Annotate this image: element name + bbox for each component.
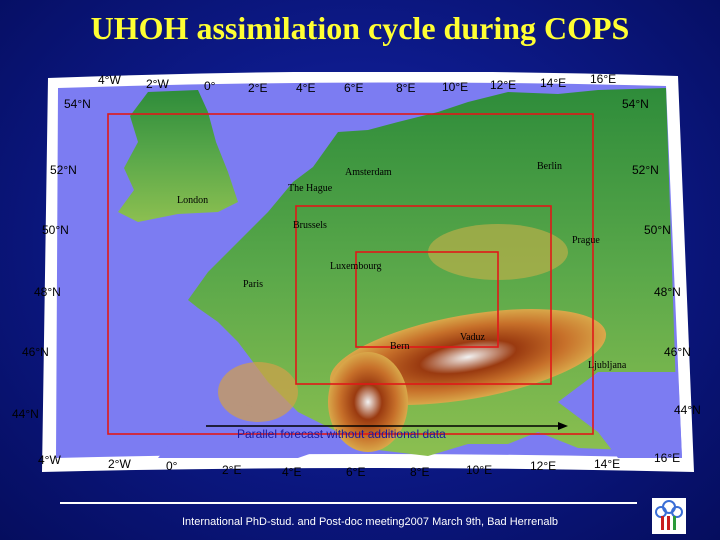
- massif-central: [218, 362, 298, 422]
- lon-label-top: 10°E: [442, 80, 468, 94]
- domain-inner-box: [355, 251, 499, 348]
- map-svg: 4°W 2°W 0° 2°E 4°E 6°E 8°E 10°E 12°E 14°…: [38, 72, 694, 478]
- lon-label-bottom: 4°E: [282, 465, 301, 478]
- adriatic-sea: [558, 372, 682, 458]
- lon-label-bottom: 0°: [166, 459, 178, 473]
- lon-label-top: 8°E: [396, 81, 415, 95]
- lon-label-top: 12°E: [490, 78, 516, 92]
- lat-label-left: 44°N: [12, 407, 39, 421]
- domain-outer-box: [107, 113, 594, 435]
- mediterranean-sea: [158, 402, 338, 458]
- domain-middle-box: [295, 205, 552, 385]
- institute-logo: [652, 498, 686, 534]
- lon-label-top: 2°W: [146, 77, 169, 91]
- forecast-arrow-head: [558, 422, 568, 430]
- lon-label-top: 16°E: [590, 72, 616, 86]
- lon-label-bottom: 4°W: [38, 453, 61, 467]
- lon-label-bottom: 12°E: [530, 459, 556, 473]
- lon-label-bottom: 10°E: [466, 463, 492, 477]
- lon-label-top: 6°E: [344, 81, 363, 95]
- lon-label-bottom: 6°E: [346, 465, 365, 478]
- great-britain: [118, 90, 238, 222]
- footer-text: International PhD-stud. and Post-doc mee…: [181, 516, 559, 528]
- lon-label-top: 0°: [204, 79, 216, 93]
- lon-label-top: 2°E: [248, 81, 267, 95]
- logo-graphic: [655, 500, 683, 530]
- lon-label-bottom: 8°E: [410, 465, 429, 478]
- lon-label-bottom: 16°E: [654, 451, 680, 465]
- lon-label-top: 4°E: [296, 81, 315, 95]
- topographic-map: 4°W 2°W 0° 2°E 4°E 6°E 8°E 10°E 12°E 14°…: [38, 72, 694, 478]
- western-alps-relief: [328, 352, 408, 452]
- lon-label-top: 14°E: [540, 76, 566, 90]
- lon-label-top: 4°W: [98, 73, 121, 87]
- slide-title: UHOH assimilation cycle during COPS: [90, 10, 630, 46]
- footer-divider: [60, 502, 637, 504]
- lon-label-bottom: 14°E: [594, 457, 620, 471]
- lon-label-bottom: 2°E: [222, 463, 241, 477]
- lon-label-bottom: 2°W: [108, 457, 131, 471]
